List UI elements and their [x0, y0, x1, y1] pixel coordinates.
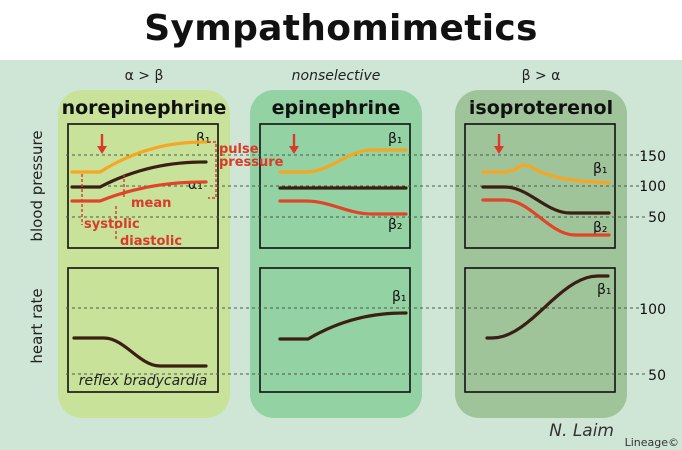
panel-isoproterenol: β > α isoproterenol β₁ β₂ β₁	[455, 68, 627, 418]
panel-epinephrine: nonselective epinephrine β₁ β₂ β₁	[250, 68, 422, 418]
norepinephrine-annotations: pulse pressure mean systolic diastolic	[81, 141, 284, 249]
row-label-heart-rate: heart rate	[28, 288, 46, 363]
administration-arrow-head	[97, 146, 107, 154]
norepinephrine-mean-curve	[70, 160, 208, 189]
bp-tick-50: 50	[648, 210, 666, 226]
administration-arrow-head	[289, 146, 299, 154]
hr-plot-frame	[259, 267, 411, 393]
administration-arrow-head	[494, 146, 504, 154]
annotation-diastolic: diastolic	[120, 234, 182, 249]
drug-name: isoproterenol	[469, 97, 613, 119]
drug-name: epinephrine	[272, 97, 401, 119]
epinephrine-heart-rate-curve	[278, 311, 408, 341]
bp-tick-100: 100	[639, 179, 666, 195]
isoproterenol-diastolic-curve	[481, 198, 611, 237]
signature-name: N. Laim	[549, 421, 614, 441]
reference-lines	[66, 154, 646, 375]
drug-name: norepinephrine	[62, 97, 227, 119]
epinephrine-diastolic-curve	[278, 199, 408, 216]
norepinephrine-systolic-curve	[70, 140, 208, 174]
hr-receptor-label: β₁	[392, 289, 407, 305]
hr-tick-100: 100	[639, 302, 666, 318]
signature-brand: Lineage©	[625, 436, 679, 449]
selectivity-label: β > α	[522, 68, 561, 84]
annotation-systolic: systolic	[84, 217, 140, 232]
panel-background	[455, 90, 627, 418]
epinephrine-systolic-curve	[278, 148, 408, 174]
isoproterenol-mean-curve	[481, 185, 611, 215]
bp-receptor-label-top: β₁	[388, 131, 403, 147]
isoproterenol-systolic-curve	[481, 163, 611, 185]
selectivity-label: α > β	[125, 68, 164, 84]
bp-receptor-label-bottom: α₁	[188, 177, 203, 193]
norepinephrine-heart-rate-curve	[72, 336, 208, 368]
page-title: Sympathomimetics	[144, 8, 538, 49]
hr-plot-frame	[464, 267, 616, 393]
response-curves	[70, 140, 611, 368]
bp-receptor-label-top: β₁	[196, 131, 211, 147]
selectivity-label: nonselective	[292, 68, 381, 84]
annotation-pressure: pressure	[219, 155, 284, 170]
hr-plot-frame	[67, 267, 219, 393]
annotation-pulse: pulse	[219, 142, 259, 157]
norepinephrine-diastolic-curve	[70, 180, 208, 203]
hr-caption: reflex bradycardia	[79, 373, 208, 389]
bp-receptor-label-bottom: β₂	[593, 220, 608, 236]
annotation-mean: mean	[131, 196, 171, 211]
hr-tick-50: 50	[648, 368, 666, 384]
isoproterenol-heart-rate-curve	[485, 274, 610, 340]
hr-receptor-label: β₁	[597, 282, 612, 298]
bp-receptor-label-top: β₁	[593, 161, 608, 177]
bp-tick-150: 150	[639, 149, 666, 165]
pulse-pressure-bracket	[208, 141, 217, 199]
bp-receptor-label-bottom: β₂	[388, 217, 403, 233]
row-label-blood-pressure: blood pressure	[28, 130, 46, 241]
